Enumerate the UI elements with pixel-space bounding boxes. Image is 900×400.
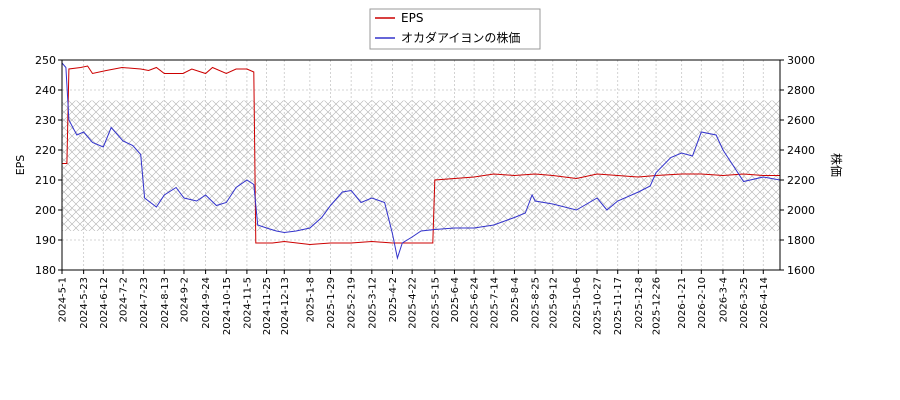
x-tick-label: 2024-12-13 xyxy=(280,277,291,335)
x-tick-label: 2025-2-19 xyxy=(347,277,358,329)
x-tick-label: 2026-2-10 xyxy=(697,277,708,329)
y-tick-label-left: 180 xyxy=(35,264,56,277)
y-tick-label-right: 1600 xyxy=(787,264,815,277)
x-tick-label: 2025-6-24 xyxy=(470,277,481,329)
plot-frame xyxy=(61,59,781,271)
price-band xyxy=(62,100,780,231)
x-tick-label: 2024-7-23 xyxy=(139,277,150,329)
x-tick-label: 2024-9-24 xyxy=(201,277,212,329)
x-tick-label: 2025-10-27 xyxy=(593,277,604,335)
x-tick-label: 2025-4-2 xyxy=(388,277,399,322)
x-tick-label: 2025-8-4 xyxy=(510,277,521,322)
y-axis-label-right: 株価 xyxy=(829,153,844,177)
y-tick-label-left: 240 xyxy=(35,84,56,97)
x-tick-label: 2024-5-23 xyxy=(79,277,90,329)
y-tick-label-right: 3000 xyxy=(787,54,815,67)
y-tick-label-right: 2800 xyxy=(787,84,815,97)
x-tick-label: 2024-11-5 xyxy=(242,277,253,329)
y-tick-label-right: 2600 xyxy=(787,114,815,127)
y-tick-label-left: 220 xyxy=(35,144,56,157)
y-tick-label-left: 190 xyxy=(35,234,56,247)
x-tick-label: 2024-10-15 xyxy=(222,277,233,335)
x-tick-label: 2024-5-1 xyxy=(58,277,69,322)
y-tick-label-left: 200 xyxy=(35,204,56,217)
legend-label: EPS xyxy=(401,11,423,25)
legend-label: オカダアイヨンの株価 xyxy=(401,30,520,45)
x-tick-label: 2025-3-12 xyxy=(367,277,378,329)
y-tick-label-left: 250 xyxy=(35,54,56,67)
x-tick-label: 2025-8-25 xyxy=(531,277,542,329)
y-tick-label-left: 210 xyxy=(35,174,56,187)
x-tick-label: 2025-12-8 xyxy=(634,277,645,329)
x-tick-label: 2024-8-13 xyxy=(160,277,171,329)
y-tick-label-right: 1800 xyxy=(787,234,815,247)
y-axis-label-left: EPS xyxy=(14,155,27,176)
x-tick-label: 2025-4-22 xyxy=(408,277,419,329)
x-tick-label: 2025-12-26 xyxy=(652,277,663,335)
x-tick-label: 2025-10-6 xyxy=(572,277,583,329)
x-tick-label: 2026-4-14 xyxy=(759,277,770,329)
x-tick-label: 2024-6-12 xyxy=(99,277,110,329)
y-tick-label-right: 2400 xyxy=(787,144,815,157)
price-series-line xyxy=(62,62,780,260)
x-tick-label: 2026-3-4 xyxy=(718,277,729,322)
x-tick-label: 2025-5-15 xyxy=(430,277,441,329)
x-tick-label: 2024-9-2 xyxy=(179,277,190,322)
x-tick-label: 2024-11-25 xyxy=(262,277,273,335)
x-tick-label: 2025-7-14 xyxy=(489,277,500,329)
grid xyxy=(61,59,780,271)
y-tick-label-right: 2200 xyxy=(787,174,815,187)
legend-box xyxy=(369,8,541,50)
y-tick-label-left: 230 xyxy=(35,114,56,127)
x-tick-label: 2024-7-2 xyxy=(118,277,129,322)
legend: EPS オカダアイヨンの株価 xyxy=(369,8,541,50)
x-tick-label: 2025-1-8 xyxy=(305,277,316,322)
x-tick-label: 2025-9-12 xyxy=(548,277,559,329)
y-tick-label-right: 2000 xyxy=(787,204,815,217)
x-tick-label: 2026-1-21 xyxy=(677,277,688,329)
x-tick-label: 2025-11-17 xyxy=(613,277,624,335)
x-tick-label: 2025-1-29 xyxy=(326,277,337,329)
x-tick-label: 2026-3-25 xyxy=(739,277,750,329)
x-tick-label: 2025-6-4 xyxy=(450,277,461,322)
price-band-area xyxy=(62,100,780,231)
eps-series-line xyxy=(62,65,780,246)
